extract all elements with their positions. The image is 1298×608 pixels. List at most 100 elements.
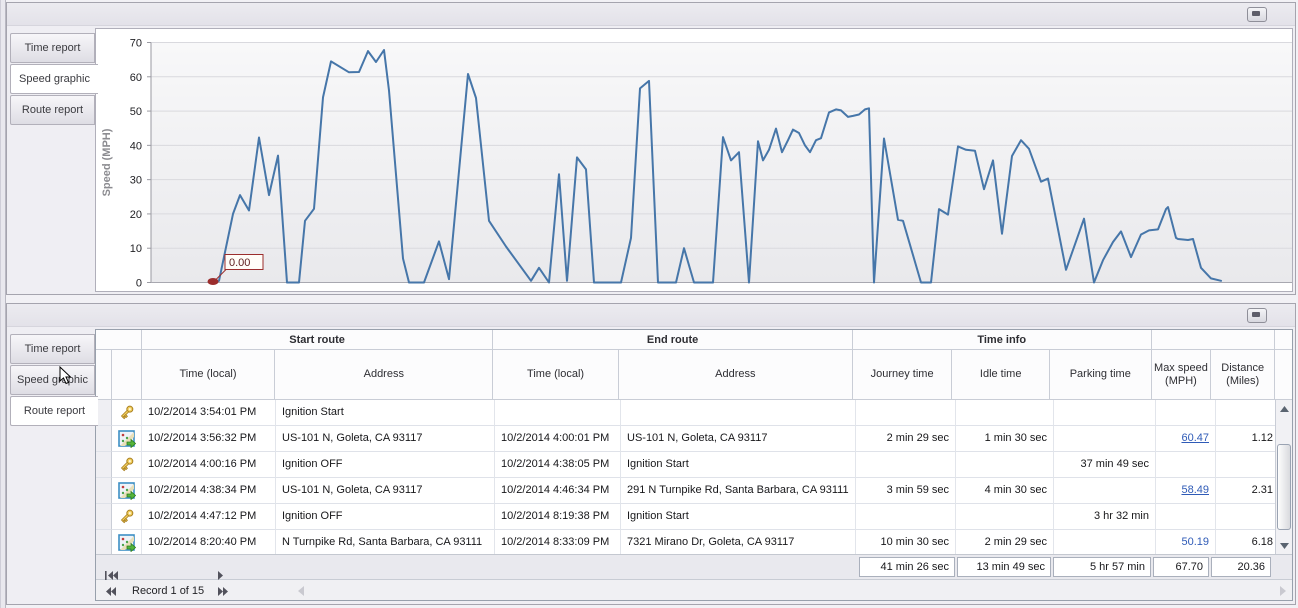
column-header-journey-time[interactable]: Journey time <box>852 350 953 400</box>
app-left-edge <box>0 0 6 608</box>
column-header-time-local-[interactable]: Time (local) <box>141 350 276 400</box>
max-speed-link[interactable]: 58.49 <box>1181 484 1209 496</box>
cell-start-time: 10/2/2014 8:20:40 PM <box>142 530 276 554</box>
bottom-tab-route-report[interactable]: Route report <box>10 396 98 426</box>
cell-journey-time: 2 min 29 sec <box>856 426 956 452</box>
cell-start-address: Ignition OFF <box>276 452 495 478</box>
speed-line-chart: 0 10 20 30 40 50 60 70 Speed (MPH) 0.00 <box>101 38 1292 290</box>
column-header-idle-time[interactable]: Idle time <box>952 350 1050 400</box>
column-header-time-local-[interactable]: Time (local) <box>493 350 619 400</box>
row-indicator <box>96 478 112 504</box>
ignition-key-icon <box>120 457 134 472</box>
y-tick-label: 0 <box>136 278 142 290</box>
record-counter: Record 1 of 15 <box>132 585 205 597</box>
cell-parking-time <box>1054 530 1156 554</box>
row-type-icon-cell <box>112 426 142 452</box>
cell-end-time: 10/2/2014 4:00:01 PM <box>495 426 621 452</box>
cell-parking-time <box>1054 426 1156 452</box>
annotation-connector <box>215 268 228 280</box>
column-header-address[interactable]: Address <box>275 350 494 400</box>
bottom-panel-caption <box>7 304 1295 327</box>
cell-max-speed: 50.19 <box>1156 530 1216 554</box>
bottom-tab-speed-graphic[interactable]: Speed graphic <box>10 365 95 395</box>
cell-idle-time <box>956 504 1054 530</box>
cell-start-address: Ignition OFF <box>276 504 495 530</box>
record-last-icon[interactable] <box>214 599 234 600</box>
vertical-scrollbar[interactable] <box>1275 400 1292 554</box>
record-next-page-icon[interactable] <box>214 583 234 599</box>
cell-idle-time <box>956 452 1054 478</box>
cell-idle-time: 1 min 30 sec <box>956 426 1054 452</box>
scrollbar-thumb[interactable] <box>1277 444 1291 530</box>
record-prev-page-icon[interactable] <box>102 583 122 599</box>
table-row[interactable]: 10/2/2014 4:00:16 PM Ignition OFF 10/2/201… <box>96 452 1292 478</box>
cell-max-speed <box>1156 452 1216 478</box>
cell-distance <box>1216 452 1280 478</box>
row-indicator <box>96 452 112 478</box>
record-prev-icon[interactable] <box>102 599 122 600</box>
y-tick-label: 60 <box>130 72 142 84</box>
hscroll-right-icon[interactable] <box>1278 585 1288 597</box>
cell-start-time: 10/2/2014 4:47:12 PM <box>142 504 276 530</box>
max-speed-link[interactable]: 60.47 <box>1181 432 1209 444</box>
row-indicator <box>96 426 112 452</box>
top-tab-speed-graphic[interactable]: Speed graphic <box>10 64 98 94</box>
table-row[interactable]: 10/2/2014 4:38:34 PM US-101 N, Goleta, CA… <box>96 478 1292 504</box>
cell-end-time: 10/2/2014 4:46:34 PM <box>495 478 621 504</box>
route-map-icon <box>117 533 136 552</box>
cell-max-speed: 60.47 <box>1156 426 1216 452</box>
scroll-down-icon[interactable] <box>1276 537 1292 554</box>
collapse-glyph <box>1252 11 1260 16</box>
hscroll-left-icon[interactable] <box>296 585 306 597</box>
table-row[interactable]: 10/2/2014 3:56:32 PM US-101 N, Goleta, CA… <box>96 426 1292 452</box>
route-map-icon <box>117 481 136 500</box>
y-tick-label: 50 <box>130 106 142 118</box>
column-header-empty <box>111 350 142 400</box>
column-header-empty <box>96 350 112 400</box>
cell-journey-time <box>856 452 956 478</box>
column-header-address[interactable]: Address <box>618 350 853 400</box>
cell-idle-time: 4 min 30 sec <box>956 478 1054 504</box>
cell-distance <box>1216 400 1280 426</box>
collapse-panel-icon[interactable] <box>1247 7 1267 22</box>
cell-max-speed <box>1156 504 1216 530</box>
top-tab-route-report[interactable]: Route report <box>10 95 95 125</box>
record-next-icon[interactable] <box>214 567 234 583</box>
cell-start-time: 10/2/2014 3:54:01 PM <box>142 400 276 426</box>
row-type-icon-cell <box>112 504 142 530</box>
cell-end-address: Ignition Start <box>621 504 856 530</box>
summary-max-speed: 67.70 <box>1153 557 1209 577</box>
cell-start-address: US-101 N, Goleta, CA 93117 <box>276 426 495 452</box>
cell-end-address: Ignition Start <box>621 452 856 478</box>
cell-journey-time: 10 min 30 sec <box>856 530 956 554</box>
column-header-max-speed-mph-[interactable]: Max speed (MPH) <box>1151 350 1212 400</box>
cell-journey-time: 3 min 59 sec <box>856 478 956 504</box>
scroll-up-icon[interactable] <box>1276 400 1292 417</box>
bottom-tab-time-report[interactable]: Time report <box>10 334 95 364</box>
row-type-icon-cell <box>112 452 142 478</box>
table-row[interactable]: 10/2/2014 3:54:01 PM Ignition Start <box>96 400 1292 426</box>
table-group-header-row: Start route End route Time info <box>96 330 1292 350</box>
bottom-tabstrip: Time report Speed graphic Route report <box>10 334 98 427</box>
table-row[interactable]: 10/2/2014 8:20:40 PM N Turnpike Rd, Santa… <box>96 530 1292 554</box>
table-summary-row: 41 min 26 sec 13 min 49 sec 5 hr 57 min … <box>96 554 1292 579</box>
group-header-empty <box>96 330 142 350</box>
cell-end-time: 10/2/2014 8:19:38 PM <box>495 504 621 530</box>
y-tick-label: 70 <box>130 38 142 50</box>
table-row[interactable]: 10/2/2014 4:47:12 PM Ignition OFF 10/2/201… <box>96 504 1292 530</box>
y-tick-label: 30 <box>130 175 142 187</box>
cell-start-time: 10/2/2014 4:00:16 PM <box>142 452 276 478</box>
cell-idle-time: 2 min 29 sec <box>956 530 1054 554</box>
cell-distance <box>1216 504 1280 530</box>
collapse-panel-icon[interactable] <box>1247 308 1267 323</box>
y-axis-title: Speed (MPH) <box>101 128 113 196</box>
column-header-distance-miles-[interactable]: Distance (Miles) <box>1211 350 1276 400</box>
cell-end-time: 10/2/2014 8:33:09 PM <box>495 530 621 554</box>
max-speed-link[interactable]: 50.19 <box>1181 536 1209 548</box>
cell-journey-time <box>856 504 956 530</box>
column-header-parking-time[interactable]: Parking time <box>1049 350 1152 400</box>
top-tab-time-report[interactable]: Time report <box>10 33 95 63</box>
row-type-icon-cell <box>112 530 142 554</box>
record-first-icon[interactable] <box>102 567 122 583</box>
group-header-end-route: End route <box>493 330 853 350</box>
